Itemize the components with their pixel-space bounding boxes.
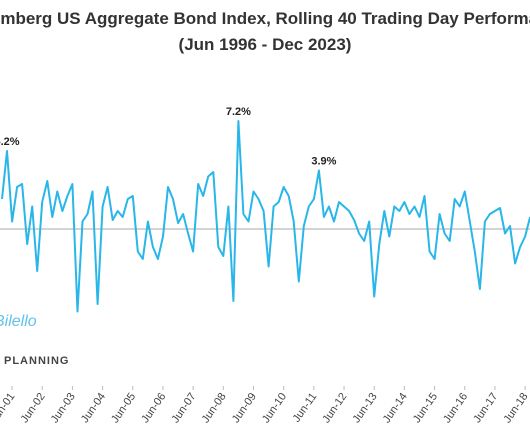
x-tick-label: Jun-10 <box>260 391 289 425</box>
logo-text: PLANNING <box>4 355 69 367</box>
watermark: Bilello <box>0 313 37 330</box>
x-tick-label: Jun-18 <box>501 391 530 425</box>
x-tick-label: Jun-14 <box>381 391 410 425</box>
x-tick-label: Jun-07 <box>169 391 198 425</box>
x-tick-label: Jun-15 <box>411 391 440 425</box>
x-tick-label: Jun-05 <box>109 391 138 425</box>
x-tick-label: Jun-13 <box>351 391 380 425</box>
x-tick-label: Jun-17 <box>471 391 500 425</box>
annotation: 3.9% <box>311 156 336 168</box>
x-tick-label: Jun-06 <box>139 391 168 425</box>
x-tick-label: Jun-12 <box>320 391 349 425</box>
x-tick-label: Jun-03 <box>49 391 78 425</box>
x-tick-label: Jun-11 <box>291 391 320 425</box>
x-tick-label: Jun-08 <box>200 391 229 425</box>
chart-subtitle: (Jun 1996 - Dec 2023) <box>179 35 352 54</box>
chart-title: Bloomberg US Aggregate Bond Index, Rolli… <box>0 9 530 28</box>
annotation: 7.2% <box>226 106 251 118</box>
x-tick-label: Jun-16 <box>441 391 470 425</box>
x-tick-label: Jun-02 <box>19 391 48 425</box>
x-tick-label: Jun-01 <box>0 391 18 425</box>
x-tick-label: Jun-04 <box>79 391 108 425</box>
x-tick-label: Jun-09 <box>230 391 259 425</box>
annotation: 5.2% <box>0 136 20 148</box>
line-series <box>1 120 530 313</box>
